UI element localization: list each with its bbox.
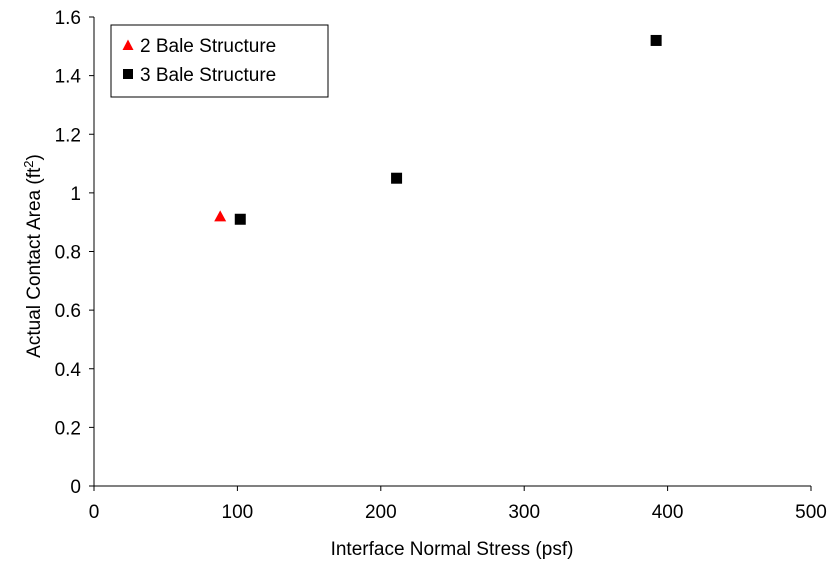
data-point-3-bale: [651, 35, 662, 46]
x-axis-ticks: 0 100 200 300 400 500: [89, 486, 827, 523]
y-axis-title-suffix: ): [24, 154, 45, 160]
x-tick-label: 400: [652, 502, 684, 523]
data-point-3-bale: [235, 214, 246, 225]
y-axis-title-prefix: Actual Contact Area (ft: [24, 167, 45, 358]
y-tick-label: 1.4: [55, 67, 82, 88]
x-tick-label: 500: [795, 502, 827, 523]
legend-label-2-bale: 2 Bale Structure: [140, 36, 276, 57]
y-axis-ticks: 0 0.2 0.4 0.6 0.8 1 1.2 1.4 1.6: [55, 8, 94, 498]
y-tick-label: 1: [70, 184, 81, 205]
data-point-2-bale: [214, 210, 226, 221]
y-tick-label: 0.8: [55, 243, 81, 264]
x-tick-label: 300: [508, 502, 540, 523]
y-tick-label: 0: [70, 477, 81, 498]
x-tick-label: 100: [222, 502, 254, 523]
x-axis-title: Interface Normal Stress (psf): [331, 539, 574, 560]
legend-square-icon: [123, 69, 133, 79]
y-tick-label: 1.2: [55, 125, 81, 146]
y-axis-title: Actual Contact Area (ft2): [21, 154, 45, 358]
y-tick-label: 0.6: [55, 301, 81, 322]
x-tick-label: 200: [365, 502, 397, 523]
legend-label-3-bale: 3 Bale Structure: [140, 65, 276, 86]
x-tick-label: 0: [89, 502, 100, 523]
y-axis-title-sup: 2: [21, 161, 36, 168]
y-tick-label: 0.2: [55, 418, 81, 439]
y-tick-label: 0.4: [55, 360, 82, 381]
y-tick-label: 1.6: [55, 8, 81, 29]
legend: 2 Bale Structure 3 Bale Structure: [111, 25, 328, 97]
data-point-3-bale: [391, 173, 402, 184]
